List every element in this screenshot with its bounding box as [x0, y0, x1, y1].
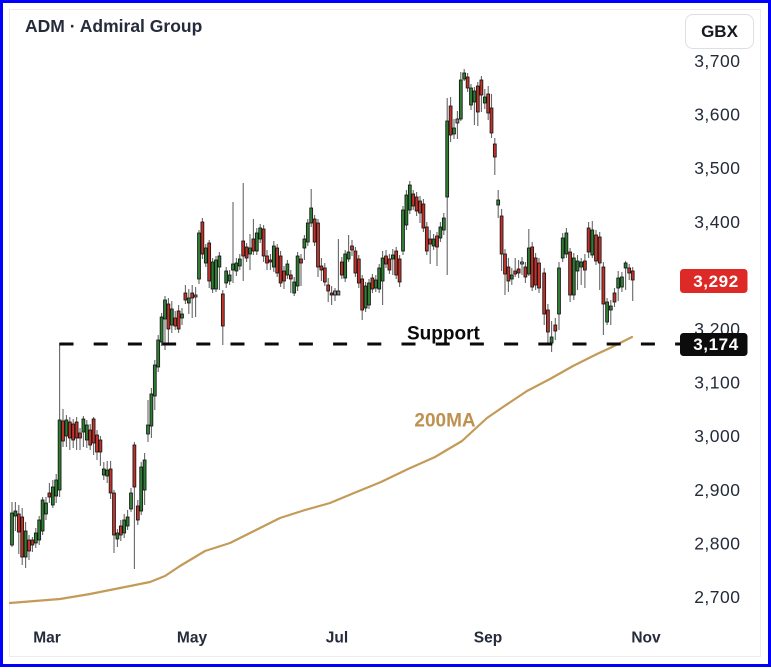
svg-text:Sep: Sep [474, 630, 502, 647]
svg-text:Mar: Mar [33, 630, 61, 647]
svg-text:2,900: 2,900 [694, 480, 740, 500]
svg-text:2,800: 2,800 [694, 533, 740, 553]
svg-text:May: May [177, 630, 208, 647]
svg-text:Support: Support [407, 324, 480, 345]
svg-text:3,000: 3,000 [694, 426, 740, 446]
svg-text:Nov: Nov [631, 630, 661, 647]
svg-text:3,400: 3,400 [694, 212, 740, 232]
svg-text:3,500: 3,500 [694, 158, 740, 178]
svg-text:200MA: 200MA [414, 411, 476, 432]
svg-text:3,100: 3,100 [694, 373, 740, 393]
svg-text:Jul: Jul [326, 630, 348, 647]
svg-text:2,700: 2,700 [694, 587, 740, 607]
svg-text:3,174: 3,174 [693, 335, 739, 354]
svg-text:3,600: 3,600 [694, 105, 740, 125]
svg-text:3,700: 3,700 [694, 51, 740, 71]
svg-text:3,292: 3,292 [693, 272, 739, 291]
